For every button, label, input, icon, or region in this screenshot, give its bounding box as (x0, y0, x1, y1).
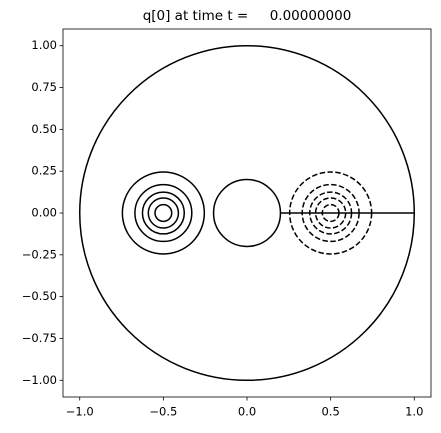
x-tick-label: 0.5 (321, 405, 339, 419)
y-tick-label: 0.75 (31, 80, 57, 94)
contour-line (212, 178, 282, 248)
y-tick-label: 0.50 (31, 122, 57, 136)
x-tick-label: −1.0 (66, 405, 94, 419)
y-tick-label: −0.75 (22, 331, 57, 345)
chart-title: q[0] at time t = 0.00000000 (143, 8, 352, 24)
y-tick-label: −1.00 (22, 373, 57, 387)
y-tick-label: 1.00 (31, 38, 57, 52)
contour-line (141, 191, 186, 235)
x-tick-label: 0.0 (238, 405, 256, 419)
contour-line (134, 183, 193, 243)
contour-line (121, 171, 206, 255)
y-tick-label: −0.25 (22, 247, 57, 261)
y-tick-label: −0.50 (22, 289, 57, 303)
y-tick-label: 0.25 (31, 164, 57, 178)
contour-line (154, 203, 173, 223)
x-tick-label: 1.0 (405, 405, 423, 419)
x-tick-label: −0.5 (149, 405, 177, 419)
y-tick-label: 0.00 (31, 206, 57, 220)
contour-line (147, 197, 180, 229)
